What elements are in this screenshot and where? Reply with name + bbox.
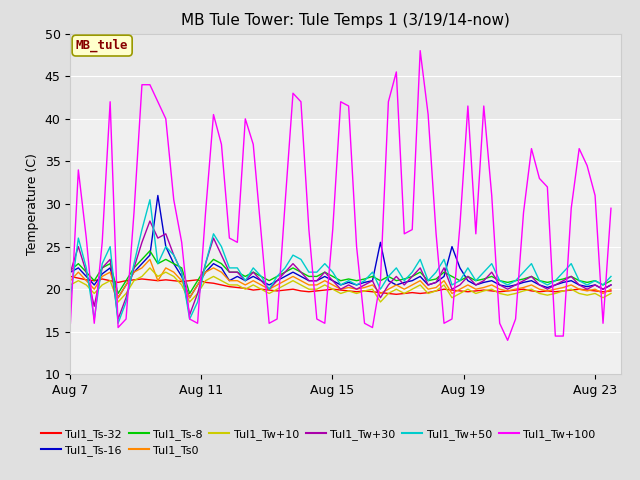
Tul1_Ts-16 — [154, 192, 162, 198]
Tul1_Tw+100 — [67, 321, 74, 326]
Tul1_Ts-32 — [67, 274, 74, 279]
Tul1_Tw+50 — [607, 274, 615, 279]
Text: MB_tule: MB_tule — [76, 39, 129, 52]
Tul1_Tw+50 — [392, 265, 400, 271]
Tul1_Ts0 — [392, 282, 400, 288]
Tul1_Tw+100 — [607, 205, 615, 211]
Tul1_Ts-8 — [146, 248, 154, 254]
Tul1_Tw+30 — [496, 282, 504, 288]
Tul1_Tw+30 — [170, 252, 177, 258]
Tul1_Tw+10 — [146, 265, 154, 271]
Tul1_Tw+30 — [186, 312, 193, 318]
Tul1_Ts-8 — [67, 267, 74, 273]
Line: Tul1_Ts-16: Tul1_Ts-16 — [70, 195, 611, 298]
Tul1_Ts0 — [106, 269, 114, 275]
Tul1_Tw+30 — [115, 316, 122, 322]
Tul1_Ts-16 — [67, 269, 74, 275]
Tul1_Ts-32 — [392, 291, 400, 297]
Tul1_Tw+30 — [146, 218, 154, 224]
Tul1_Ts-8 — [106, 261, 114, 266]
Tul1_Tw+10 — [496, 290, 504, 296]
Tul1_Ts0 — [186, 295, 193, 300]
Tul1_Ts-8 — [496, 278, 504, 284]
Tul1_Tw+10 — [106, 278, 114, 284]
Tul1_Tw+30 — [67, 269, 74, 275]
Tul1_Ts-8 — [115, 290, 122, 296]
Tul1_Ts0 — [496, 286, 504, 292]
Tul1_Tw+100 — [154, 99, 162, 105]
Tul1_Tw+10 — [170, 274, 177, 279]
Tul1_Tw+100 — [417, 48, 424, 54]
Tul1_Ts0 — [170, 269, 177, 275]
Tul1_Tw+50 — [146, 197, 154, 203]
Bar — [70, 34, 621, 119]
Tul1_Ts-8 — [186, 290, 193, 296]
Tul1_Ts0 — [146, 256, 154, 262]
Line: Tul1_Ts-32: Tul1_Ts-32 — [70, 276, 611, 294]
Tul1_Ts-32 — [241, 286, 249, 291]
Tul1_Ts-8 — [170, 261, 177, 266]
Tul1_Tw+10 — [599, 295, 607, 300]
Tul1_Ts0 — [67, 278, 74, 284]
Line: Tul1_Tw+100: Tul1_Tw+100 — [70, 51, 611, 340]
Tul1_Ts-8 — [599, 282, 607, 288]
Tul1_Tw+30 — [607, 282, 615, 288]
Tul1_Tw+30 — [392, 274, 400, 279]
Tul1_Tw+50 — [106, 244, 114, 250]
Tul1_Ts0 — [115, 295, 122, 300]
Tul1_Tw+100 — [488, 192, 495, 198]
Tul1_Tw+100 — [106, 99, 114, 105]
Tul1_Tw+10 — [392, 286, 400, 292]
Tul1_Ts-8 — [392, 278, 400, 284]
Tul1_Ts-32 — [607, 288, 615, 294]
Tul1_Tw+100 — [504, 337, 511, 343]
Tul1_Ts-16 — [392, 282, 400, 288]
Line: Tul1_Ts0: Tul1_Ts0 — [70, 259, 611, 298]
Line: Tul1_Tw+50: Tul1_Tw+50 — [70, 200, 611, 324]
Tul1_Tw+50 — [170, 252, 177, 258]
Tul1_Ts-16 — [115, 295, 122, 300]
Tul1_Ts0 — [607, 286, 615, 292]
Tul1_Tw+30 — [106, 256, 114, 262]
Tul1_Tw+10 — [67, 282, 74, 288]
Tul1_Ts-32 — [250, 287, 257, 293]
Tul1_Ts-16 — [186, 295, 193, 300]
Tul1_Tw+10 — [115, 299, 122, 305]
Tul1_Ts-32 — [599, 289, 607, 295]
Title: MB Tule Tower: Tule Temps 1 (3/19/14-now): MB Tule Tower: Tule Temps 1 (3/19/14-now… — [181, 13, 510, 28]
Tul1_Ts-32 — [376, 290, 384, 296]
Tul1_Tw+50 — [496, 278, 504, 284]
Tul1_Tw+50 — [67, 295, 74, 300]
Tul1_Ts-8 — [607, 278, 615, 284]
Y-axis label: Temperature (C): Temperature (C) — [26, 153, 39, 255]
Tul1_Ts0 — [599, 290, 607, 296]
Tul1_Ts-16 — [496, 282, 504, 288]
Tul1_Tw+10 — [186, 299, 193, 305]
Tul1_Ts-32 — [106, 278, 114, 284]
Tul1_Ts-16 — [106, 265, 114, 271]
Line: Tul1_Tw+10: Tul1_Tw+10 — [70, 268, 611, 302]
Tul1_Tw+50 — [186, 316, 193, 322]
Tul1_Ts-16 — [599, 286, 607, 292]
Tul1_Tw+100 — [376, 278, 384, 284]
Line: Tul1_Tw+30: Tul1_Tw+30 — [70, 221, 611, 319]
Legend: Tul1_Ts-32, Tul1_Ts-16, Tul1_Ts-8, Tul1_Ts0, Tul1_Tw+10, Tul1_Tw+30, Tul1_Tw+50,: Tul1_Ts-32, Tul1_Ts-16, Tul1_Ts-8, Tul1_… — [36, 424, 600, 460]
Tul1_Ts-16 — [607, 282, 615, 288]
Line: Tul1_Ts-8: Tul1_Ts-8 — [70, 251, 611, 293]
Tul1_Tw+30 — [599, 286, 607, 292]
Tul1_Tw+100 — [170, 197, 177, 203]
Tul1_Ts-16 — [170, 261, 177, 266]
Tul1_Tw+50 — [599, 282, 607, 288]
Tul1_Tw+50 — [115, 321, 122, 326]
Tul1_Tw+10 — [607, 290, 615, 296]
Tul1_Ts-32 — [170, 278, 177, 284]
Tul1_Tw+100 — [599, 321, 607, 326]
